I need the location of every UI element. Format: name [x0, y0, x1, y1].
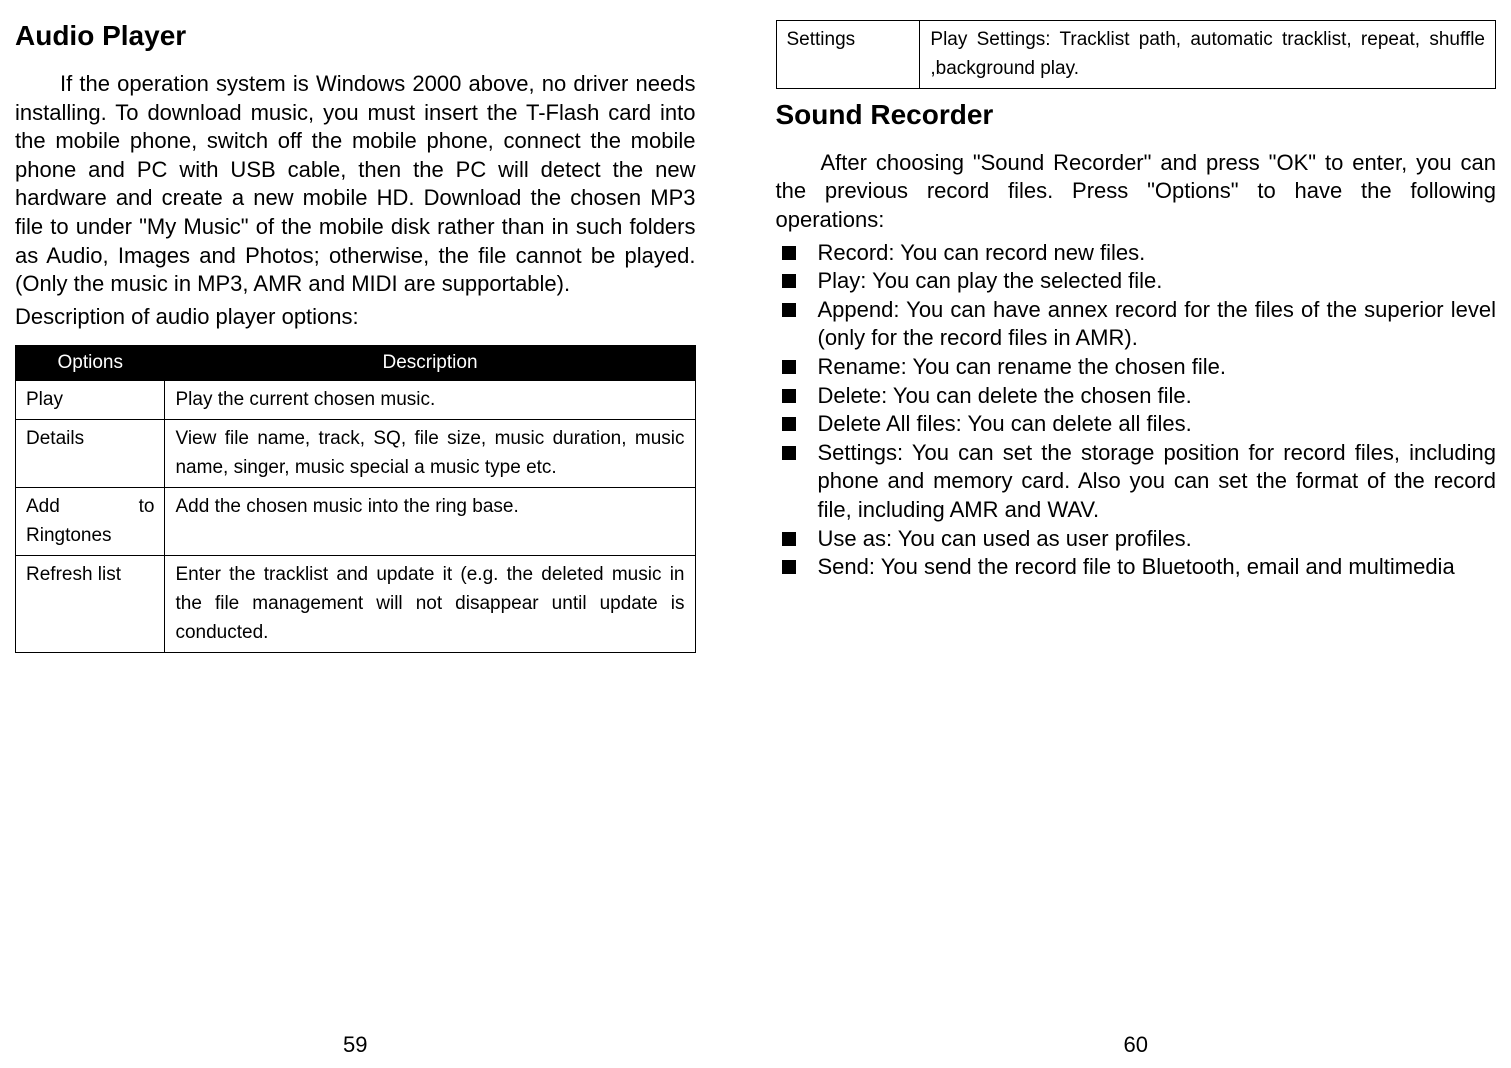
square-bullet-icon [782, 532, 796, 546]
table-row: Add to Ringtones Add the chosen music in… [16, 487, 696, 555]
list-item: Send: You send the record file to Blueto… [776, 553, 1497, 582]
table-row: Play Play the current chosen music. [16, 381, 696, 419]
cell-description: Play Settings: Tracklist path, automatic… [920, 21, 1496, 89]
audio-player-heading: Audio Player [15, 20, 696, 52]
cell-description: View file name, track, SQ, file size, mu… [165, 419, 695, 487]
list-item: Settings: You can set the storage positi… [776, 439, 1497, 525]
audio-options-table: Options Description Play Play the curren… [15, 345, 696, 653]
sound-recorder-paragraph: After choosing "Sound Recorder" and pres… [776, 149, 1497, 235]
square-bullet-icon [782, 360, 796, 374]
cell-option: Refresh list [16, 555, 165, 652]
square-bullet-icon [782, 446, 796, 460]
header-options: Options [16, 346, 165, 381]
list-item: Delete: You can delete the chosen file. [776, 382, 1497, 411]
cell-option: Details [16, 419, 165, 487]
page-number-right: 60 [776, 1026, 1497, 1058]
list-item-text: Record: You can record new files. [818, 239, 1497, 268]
list-item: Use as: You can used as user profiles. [776, 525, 1497, 554]
list-item-text: Settings: You can set the storage positi… [818, 439, 1497, 525]
page-right: Settings Play Settings: Tracklist path, … [756, 0, 1511, 1068]
list-item: Delete All files: You can delete all fil… [776, 410, 1497, 439]
list-item-text: Use as: You can used as user profiles. [818, 525, 1497, 554]
square-bullet-icon [782, 303, 796, 317]
square-bullet-icon [782, 246, 796, 260]
list-item-text: Play: You can play the selected file. [818, 267, 1497, 296]
list-item: Append: You can have annex record for th… [776, 296, 1497, 353]
list-item: Rename: You can rename the chosen file. [776, 353, 1497, 382]
audio-player-paragraph: If the operation system is Windows 2000 … [15, 70, 696, 299]
list-item-text: Delete All files: You can delete all fil… [818, 410, 1497, 439]
list-item: Play: You can play the selected file. [776, 267, 1497, 296]
sound-recorder-options-list: Record: You can record new files. Play: … [776, 239, 1497, 582]
header-description: Description [165, 346, 695, 381]
list-item-text: Rename: You can rename the chosen file. [818, 353, 1497, 382]
list-item-text: Delete: You can delete the chosen file. [818, 382, 1497, 411]
options-description-label: Description of audio player options: [15, 303, 696, 332]
page-number-left: 59 [15, 1026, 696, 1058]
cell-description: Play the current chosen music. [165, 381, 695, 419]
list-item-text: Send: You send the record file to Blueto… [818, 553, 1497, 582]
square-bullet-icon [782, 417, 796, 431]
table-row: Settings Play Settings: Tracklist path, … [776, 21, 1496, 89]
table-row: Refresh list Enter the tracklist and upd… [16, 555, 696, 652]
cell-description: Enter the tracklist and update it (e.g. … [165, 555, 695, 652]
square-bullet-icon [782, 274, 796, 288]
page-left: Audio Player If the operation system is … [0, 0, 756, 1068]
table-row: Details View file name, track, SQ, file … [16, 419, 696, 487]
square-bullet-icon [782, 560, 796, 574]
sound-recorder-heading: Sound Recorder [776, 99, 1497, 131]
settings-continuation-table: Settings Play Settings: Tracklist path, … [776, 20, 1497, 89]
cell-option: Add to Ringtones [16, 487, 165, 555]
square-bullet-icon [782, 389, 796, 403]
table-header-row: Options Description [16, 346, 696, 381]
cell-option: Settings [776, 21, 920, 89]
list-item: Record: You can record new files. [776, 239, 1497, 268]
cell-option: Play [16, 381, 165, 419]
cell-description: Add the chosen music into the ring base. [165, 487, 695, 555]
list-item-text: Append: You can have annex record for th… [818, 296, 1497, 353]
